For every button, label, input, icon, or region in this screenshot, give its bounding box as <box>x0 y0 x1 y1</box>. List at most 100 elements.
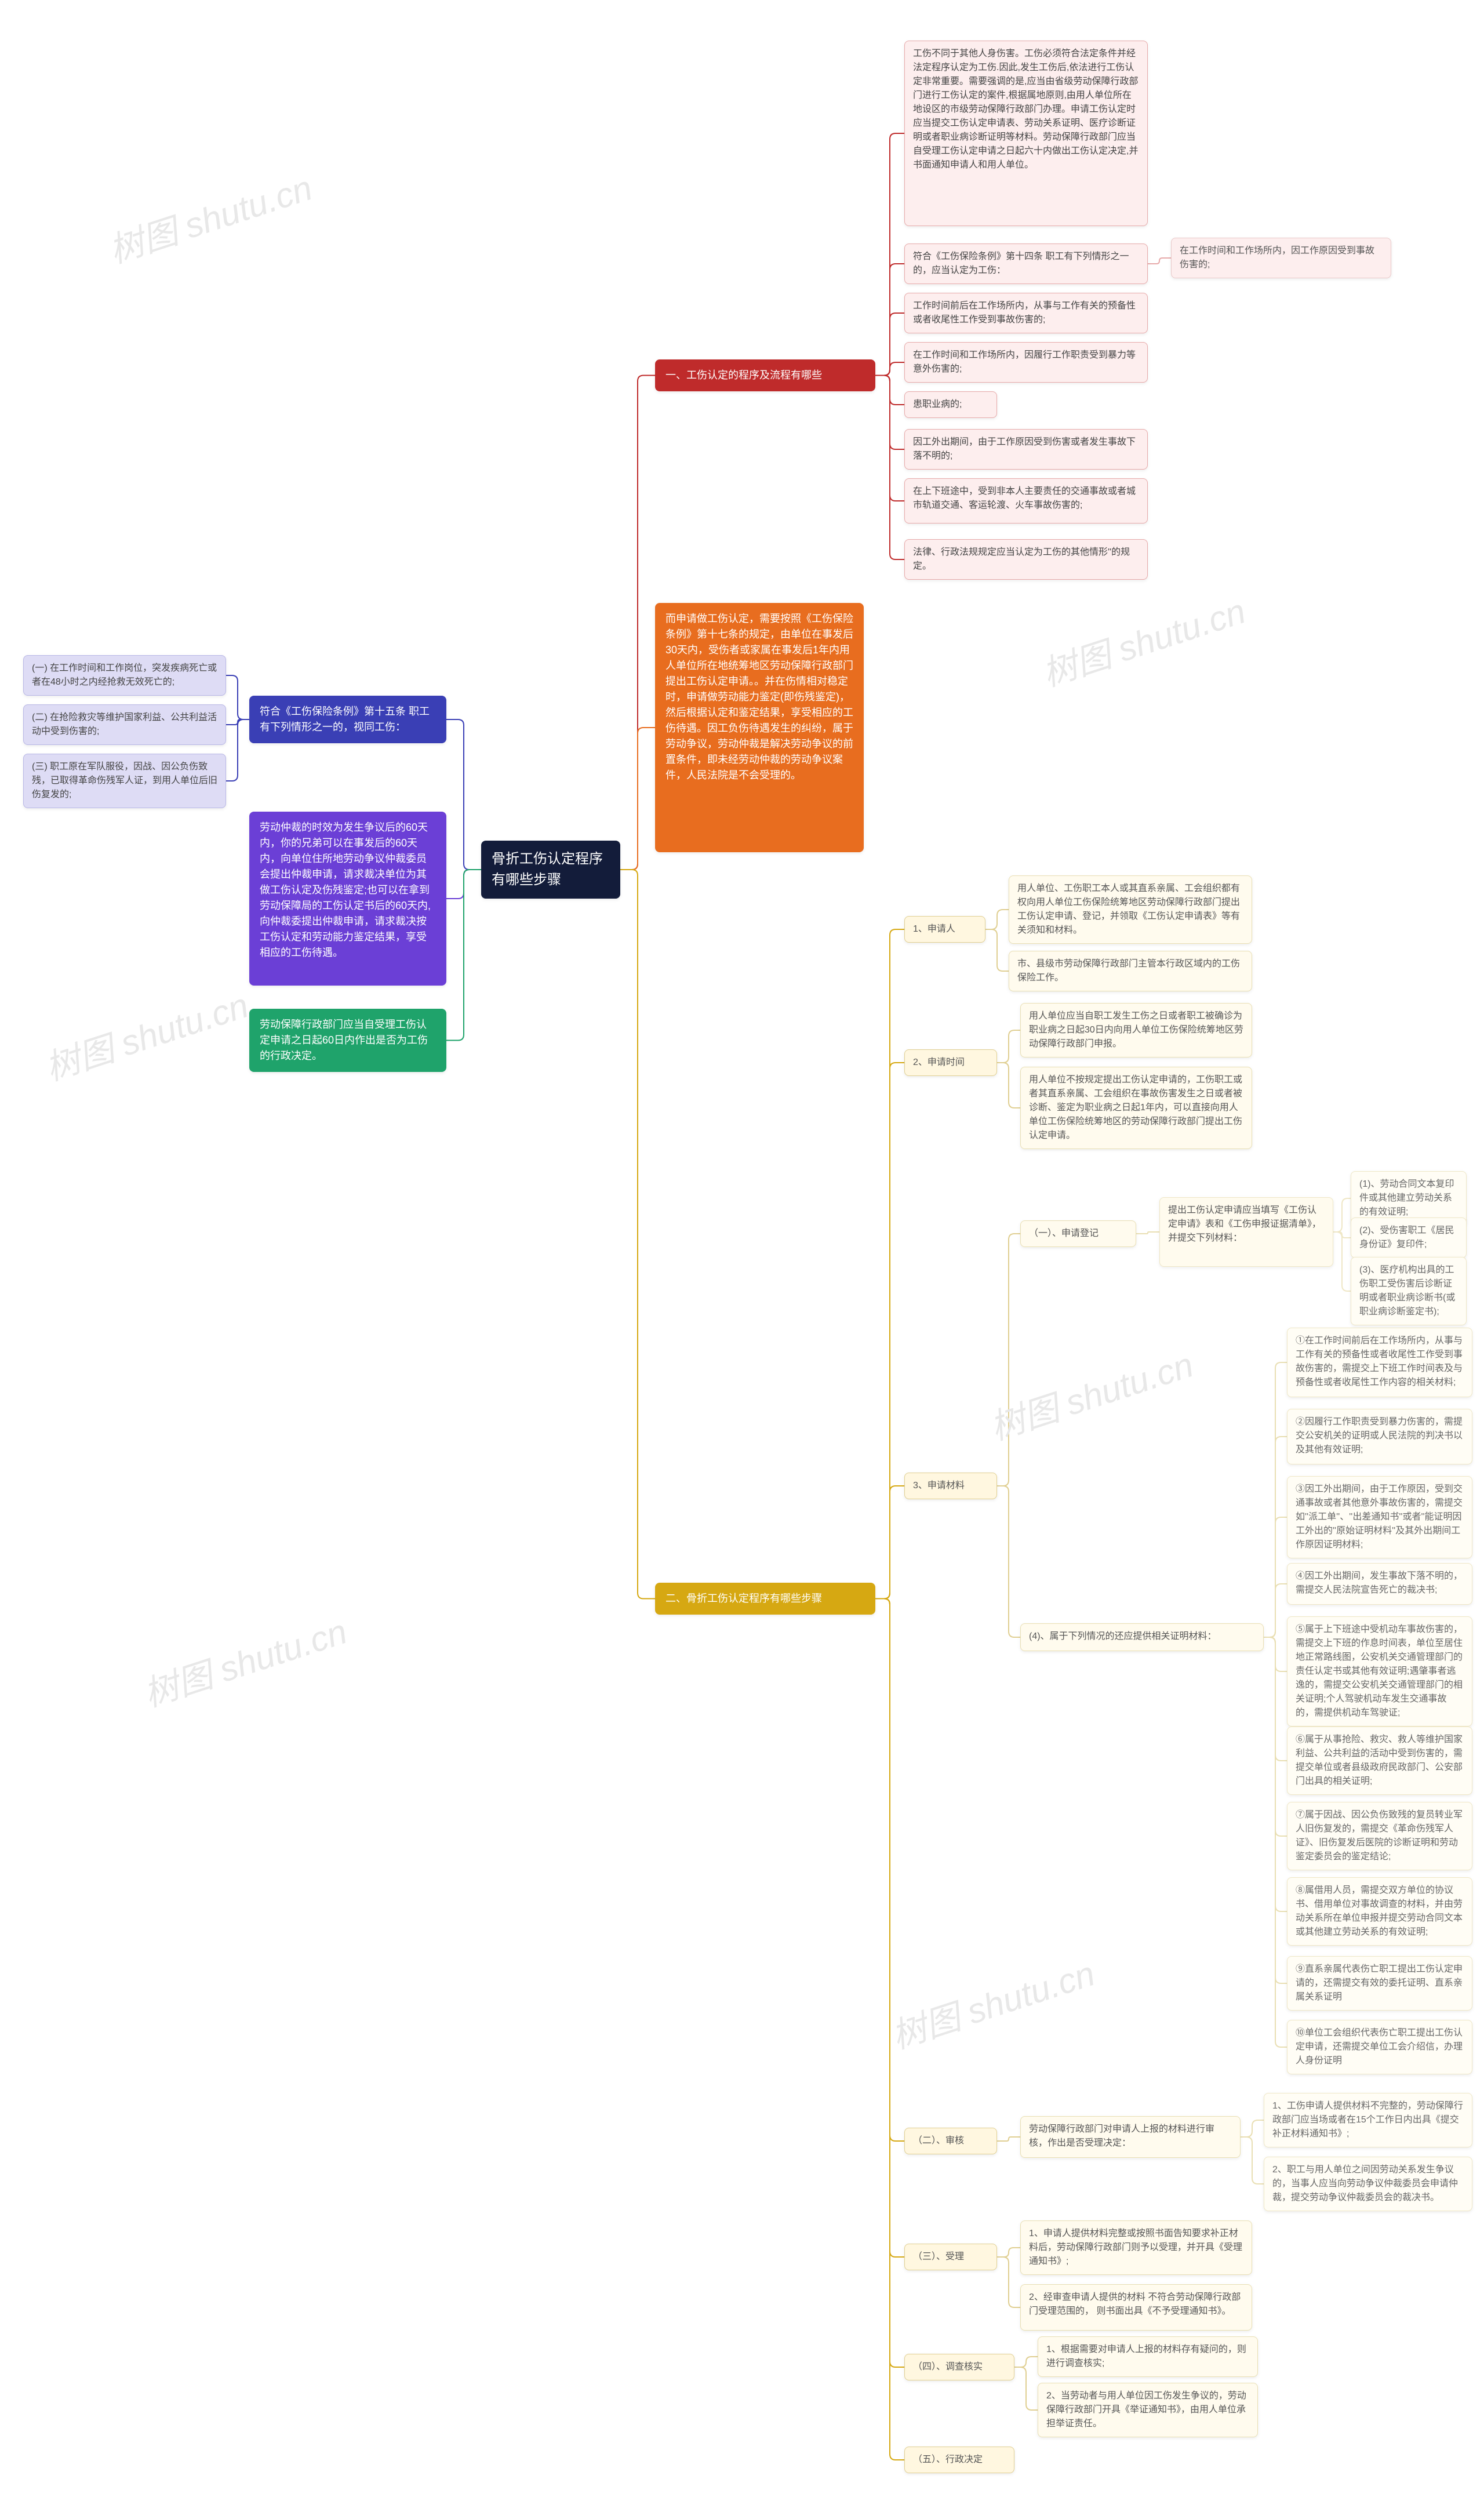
mindmap-node[interactable]: 1、根据需要对申请人上报的材料存有疑问的，则进行调查核实; <box>1038 2336 1258 2377</box>
mindmap-canvas: 树图 shutu.cn 树图 shutu.cn 树图 shutu.cn 树图 shut… <box>0 0 1484 2508</box>
connector <box>875 1486 904 1599</box>
connector <box>1148 258 1171 264</box>
mindmap-node[interactable]: 3、申请材料 <box>904 1473 997 1499</box>
connector <box>997 1063 1020 1108</box>
mindmap-node[interactable]: 因工外出期间，由于工作原因受到伤害或者发生事故下落不明的; <box>904 429 1148 470</box>
mindmap-node[interactable]: 劳动仲裁的时效为发生争议后的60天内，你的兄弟可以在事发后的60天内，向单位住所… <box>249 812 446 986</box>
mindmap-node[interactable]: ③因工外出期间，由于工作原因，受到交通事故或者其他意外事故伤害的，需提交如''派… <box>1287 1476 1472 1558</box>
connector <box>985 929 1009 971</box>
mindmap-node[interactable]: ②因履行工作职责受到暴力伤害的，需提交公安机关的证明或人民法院的判决书以及其他有… <box>1287 1409 1472 1464</box>
mindmap-node[interactable]: 工伤不同于其他人身伤害。工伤必须符合法定条件并经法定程序认定为工伤.因此,发生工… <box>904 41 1148 226</box>
mindmap-node[interactable]: ⑦属于因战、因公负伤致残的复员转业军人旧伤复发的，需提交《革命伤残军人证》、旧伤… <box>1287 1802 1472 1870</box>
mindmap-node[interactable]: （四）、调查核实 <box>904 2354 1014 2380</box>
watermark: 树图 shutu.cn <box>983 1337 1199 1450</box>
mindmap-node[interactable]: 一、工伤认定的程序及流程有哪些 <box>655 359 875 391</box>
connector <box>875 362 904 376</box>
mindmap-node[interactable]: ⑤属于上下班途中受机动车事故伤害的，需提交上下班的作息时间表，单位至居住地正常路… <box>1287 1616 1472 1726</box>
connector <box>997 1234 1020 1486</box>
connector <box>226 719 249 725</box>
mindmap-node[interactable]: (二) 在抢险救灾等维护国家利益、公共利益活动中受到伤害的; <box>23 704 226 745</box>
mindmap-node[interactable]: 提出工伤认定申请应当填写《工伤认定申请》表和《工伤申报证据清单》，并提交下列材料… <box>1159 1197 1333 1267</box>
mindmap-node[interactable]: 1、申请人提供材料完整或按照书面告知要求补正材料后，劳动保障行政部门则予以受理，… <box>1020 2220 1252 2275</box>
mindmap-node[interactable]: 2、申请时间 <box>904 1049 997 1076</box>
connector <box>875 376 904 501</box>
connector <box>1264 1584 1287 1637</box>
mindmap-node[interactable]: ⑧属借用人员，需提交双方单位的协议书、借用单位对事故调查的材料，并由劳动关系所在… <box>1287 1877 1472 1946</box>
connector <box>1241 2120 1264 2137</box>
mindmap-node[interactable]: 2、经审查申请人提供的材料 不符合劳动保障行政部门受理范围的， 则书面出具《不予… <box>1020 2284 1252 2331</box>
mindmap-node[interactable]: 而申请做工伤认定，需要按照《工伤保险条例》第十七条的规定，由单位在事发后30天内… <box>655 603 864 852</box>
connector <box>1264 1637 1287 2047</box>
connector <box>1014 2367 1038 2410</box>
mindmap-node[interactable]: 在工作时间和工作场所内，因履行工作职责受到暴力等意外伤害的; <box>904 342 1148 383</box>
connector <box>875 376 904 560</box>
mindmap-node[interactable]: 2、当劳动者与用人单位因工伤发生争议的，劳动保障行政部门开具《举证通知书》，由用… <box>1038 2383 1258 2437</box>
connector <box>875 1599 904 2258</box>
mindmap-node[interactable]: 符合《工伤保险条例》第十五条 职工有下列情形之一的，视同工伤： <box>249 696 446 743</box>
connector <box>1264 1437 1287 1637</box>
mindmap-node[interactable]: ⑨直系亲属代表伤亡职工提出工伤认定申请的，还需提交有效的委托证明、直系亲属关系证… <box>1287 1956 1472 2011</box>
watermark: 树图 shutu.cn <box>101 160 318 273</box>
mindmap-node[interactable]: (2)、受伤害职工《居民身份证》复印件; <box>1351 1217 1467 1258</box>
connector <box>875 133 904 376</box>
mindmap-node[interactable]: 1、申请人 <box>904 916 985 943</box>
mindmap-node[interactable]: (4)、属于下列情况的还应提供相关证明材料： <box>1020 1623 1264 1651</box>
connector <box>875 1063 904 1599</box>
mindmap-node[interactable]: (一) 在工作时间和工作岗位，突发疾病死亡或者在48小时之内经抢救无效死亡的; <box>23 655 226 696</box>
connector <box>1333 1232 1351 1291</box>
watermark: 树图 shutu.cn <box>1035 583 1251 696</box>
mindmap-node[interactable]: 在工作时间和工作场所内，因工作原因受到事故伤害的; <box>1171 238 1391 278</box>
mindmap-node[interactable]: 用人单位不按规定提出工伤认定申请的，工伤职工或者其直系亲属、工会组织在事故伤害发… <box>1020 1067 1252 1149</box>
mindmap-node[interactable]: ①在工作时间前后在工作场所内，从事与工作有关的预备性或者收尾性工作受到事故伤害的… <box>1287 1328 1472 1397</box>
connector <box>446 870 481 899</box>
mindmap-node[interactable]: (三) 职工原在军队服役，因战、因公负伤致残，已取得革命伤残军人证，到用人单位后… <box>23 754 226 808</box>
mindmap-node[interactable]: 2、职工与用人单位之间因劳动关系发生争议的，当事人应当向劳动争议仲裁委员会申请仲… <box>1264 2157 1472 2211</box>
mindmap-node[interactable]: ⑥属于从事抢险、救灾、救人等维护国家利益、公共利益的活动中受到伤害的，需提交单位… <box>1287 1726 1472 1795</box>
connector <box>446 870 481 1041</box>
mindmap-node[interactable]: 法律、行政法规规定应当认定为工伤的其他情形''的规定。 <box>904 539 1148 580</box>
connector <box>620 870 655 1599</box>
mindmap-node[interactable]: ⑩单位工会组织代表伤亡职工提出工伤认定申请，还需提交单位工会介绍信，办理人身份证… <box>1287 2020 1472 2074</box>
connector <box>1333 1198 1351 1232</box>
connector <box>875 929 904 1599</box>
mindmap-node[interactable]: 符合《工伤保险条例》第十四条 职工有下列情形之一的，应当认定为工伤： <box>904 243 1148 284</box>
connector <box>875 376 904 450</box>
mindmap-node[interactable]: （五）、行政决定 <box>904 2447 1014 2473</box>
mindmap-node[interactable]: ④因工外出期间，发生事故下落不明的，需提交人民法院宣告死亡的裁决书; <box>1287 1563 1472 1605</box>
connector <box>997 2248 1020 2257</box>
mindmap-node[interactable]: 劳动保障行政部门对申请人上报的材料进行审核，作出是否受理决定： <box>1020 2116 1241 2158</box>
connector <box>1264 1637 1287 1983</box>
connector <box>875 1599 904 2368</box>
connector <box>1264 1517 1287 1637</box>
connector <box>1264 1362 1287 1637</box>
connector <box>997 1030 1020 1063</box>
mindmap-node[interactable]: 劳动保障行政部门应当自受理工伤认定申请之日起60日内作出是否为工伤的行政决定。 <box>249 1009 446 1072</box>
connector <box>226 719 249 781</box>
connector <box>226 675 249 719</box>
connector <box>997 2137 1020 2141</box>
connector <box>1264 1637 1287 1911</box>
connector <box>620 728 655 870</box>
mindmap-node[interactable]: 1、工伤申请人提供材料不完整的，劳动保障行政部门应当场或者在15个工作日内出具《… <box>1264 2093 1472 2147</box>
mindmap-node[interactable]: 患职业病的; <box>904 391 997 418</box>
connector <box>1264 1637 1287 1836</box>
mindmap-node[interactable]: 工作时间前后在工作场所内，从事与工作有关的预备性或者收尾性工作受到事故伤害的; <box>904 293 1148 333</box>
connector <box>1264 1637 1287 1671</box>
connector <box>875 313 904 376</box>
connector <box>875 376 904 405</box>
connector <box>1241 2137 1264 2184</box>
mindmap-node[interactable]: （二）、审核 <box>904 2128 997 2154</box>
connector <box>1014 2357 1038 2367</box>
connector <box>1333 1232 1351 1238</box>
mindmap-node[interactable]: 二、骨折工伤认定程序有哪些步骤 <box>655 1583 875 1615</box>
mindmap-node[interactable]: 用人单位应当自职工发生工伤之日或者职工被确诊为职业病之日起30日内向用人单位工伤… <box>1020 1003 1252 1057</box>
mindmap-node[interactable]: 在上下班途中，受到非本人主要责任的交通事故或者城市轨道交通、客运轮渡、火车事故伤… <box>904 478 1148 524</box>
mindmap-node[interactable]: （三）、受理 <box>904 2244 997 2270</box>
watermark: 树图 shutu.cn <box>38 977 254 1091</box>
connector <box>997 2257 1020 2307</box>
mindmap-node[interactable]: （一）、申请登记 <box>1020 1220 1136 1247</box>
mindmap-node[interactable]: (3)、医疗机构出具的工伤职工受伤害后诊断证明或者职业病诊断书(或职业病诊断鉴定… <box>1351 1257 1467 1325</box>
mindmap-node[interactable]: 市、县级市劳动保障行政部门主管本行政区域内的工伤保险工作。 <box>1009 951 1252 991</box>
mindmap-node[interactable]: 骨折工伤认定程序有哪些步骤 <box>481 841 620 899</box>
mindmap-node[interactable]: 用人单位、工伤职工本人或其直系亲属、工会组织都有权向用人单位工伤保险统筹地区劳动… <box>1009 875 1252 944</box>
